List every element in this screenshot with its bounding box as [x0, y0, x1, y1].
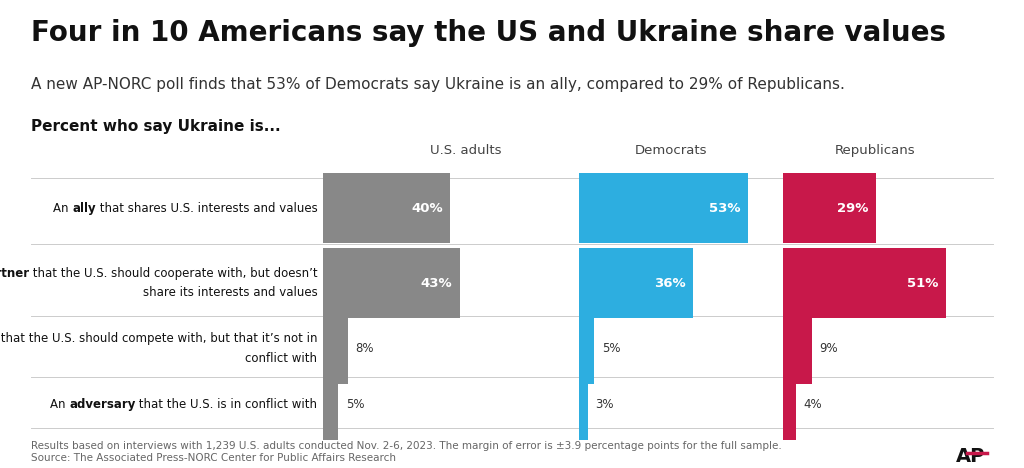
Text: share its interests and values: share its interests and values	[142, 286, 317, 300]
Text: that the U.S. should compete with, but that it’s not in: that the U.S. should compete with, but t…	[0, 332, 317, 345]
FancyBboxPatch shape	[579, 173, 748, 243]
Text: 51%: 51%	[907, 277, 939, 290]
Text: conflict with: conflict with	[246, 352, 317, 365]
FancyBboxPatch shape	[783, 314, 812, 384]
FancyBboxPatch shape	[323, 370, 339, 440]
Text: partner: partner	[0, 267, 29, 280]
FancyBboxPatch shape	[579, 248, 693, 318]
Text: Republicans: Republicans	[836, 144, 915, 157]
FancyBboxPatch shape	[323, 173, 451, 243]
Text: 4%: 4%	[803, 398, 822, 411]
Text: 5%: 5%	[602, 342, 621, 355]
Text: 40%: 40%	[412, 202, 443, 215]
Text: Results based on interviews with 1,239 U.S. adults conducted Nov. 2-6, 2023. The: Results based on interviews with 1,239 U…	[31, 441, 781, 463]
Text: ally: ally	[72, 202, 95, 215]
Text: 53%: 53%	[709, 202, 740, 215]
Text: Four in 10 Americans say the US and Ukraine share values: Four in 10 Americans say the US and Ukra…	[31, 19, 946, 47]
Text: U.S. adults: U.S. adults	[430, 144, 502, 157]
Text: that the U.S. is in conflict with: that the U.S. is in conflict with	[135, 398, 317, 411]
Text: Percent who say Ukraine is...: Percent who say Ukraine is...	[31, 119, 281, 134]
Text: An: An	[53, 202, 72, 215]
FancyBboxPatch shape	[783, 173, 876, 243]
Text: that shares U.S. interests and values: that shares U.S. interests and values	[95, 202, 317, 215]
Text: 8%: 8%	[355, 342, 374, 355]
Text: 9%: 9%	[819, 342, 838, 355]
Text: 3%: 3%	[595, 398, 613, 411]
Text: that the U.S. should cooperate with, but doesn’t: that the U.S. should cooperate with, but…	[29, 267, 317, 280]
FancyBboxPatch shape	[783, 370, 796, 440]
FancyBboxPatch shape	[579, 370, 588, 440]
Text: 29%: 29%	[838, 202, 868, 215]
Text: Democrats: Democrats	[635, 144, 707, 157]
Text: 5%: 5%	[346, 398, 365, 411]
FancyBboxPatch shape	[579, 314, 595, 384]
Text: An: An	[50, 398, 69, 411]
Text: adversary: adversary	[69, 398, 135, 411]
Text: A new AP-NORC poll finds that 53% of Democrats say Ukraine is an ally, compared : A new AP-NORC poll finds that 53% of Dem…	[31, 77, 845, 92]
Text: 43%: 43%	[421, 277, 453, 290]
Text: AP: AP	[955, 447, 985, 466]
FancyBboxPatch shape	[323, 248, 460, 318]
FancyBboxPatch shape	[323, 314, 348, 384]
Text: 36%: 36%	[654, 277, 686, 290]
FancyBboxPatch shape	[783, 248, 946, 318]
